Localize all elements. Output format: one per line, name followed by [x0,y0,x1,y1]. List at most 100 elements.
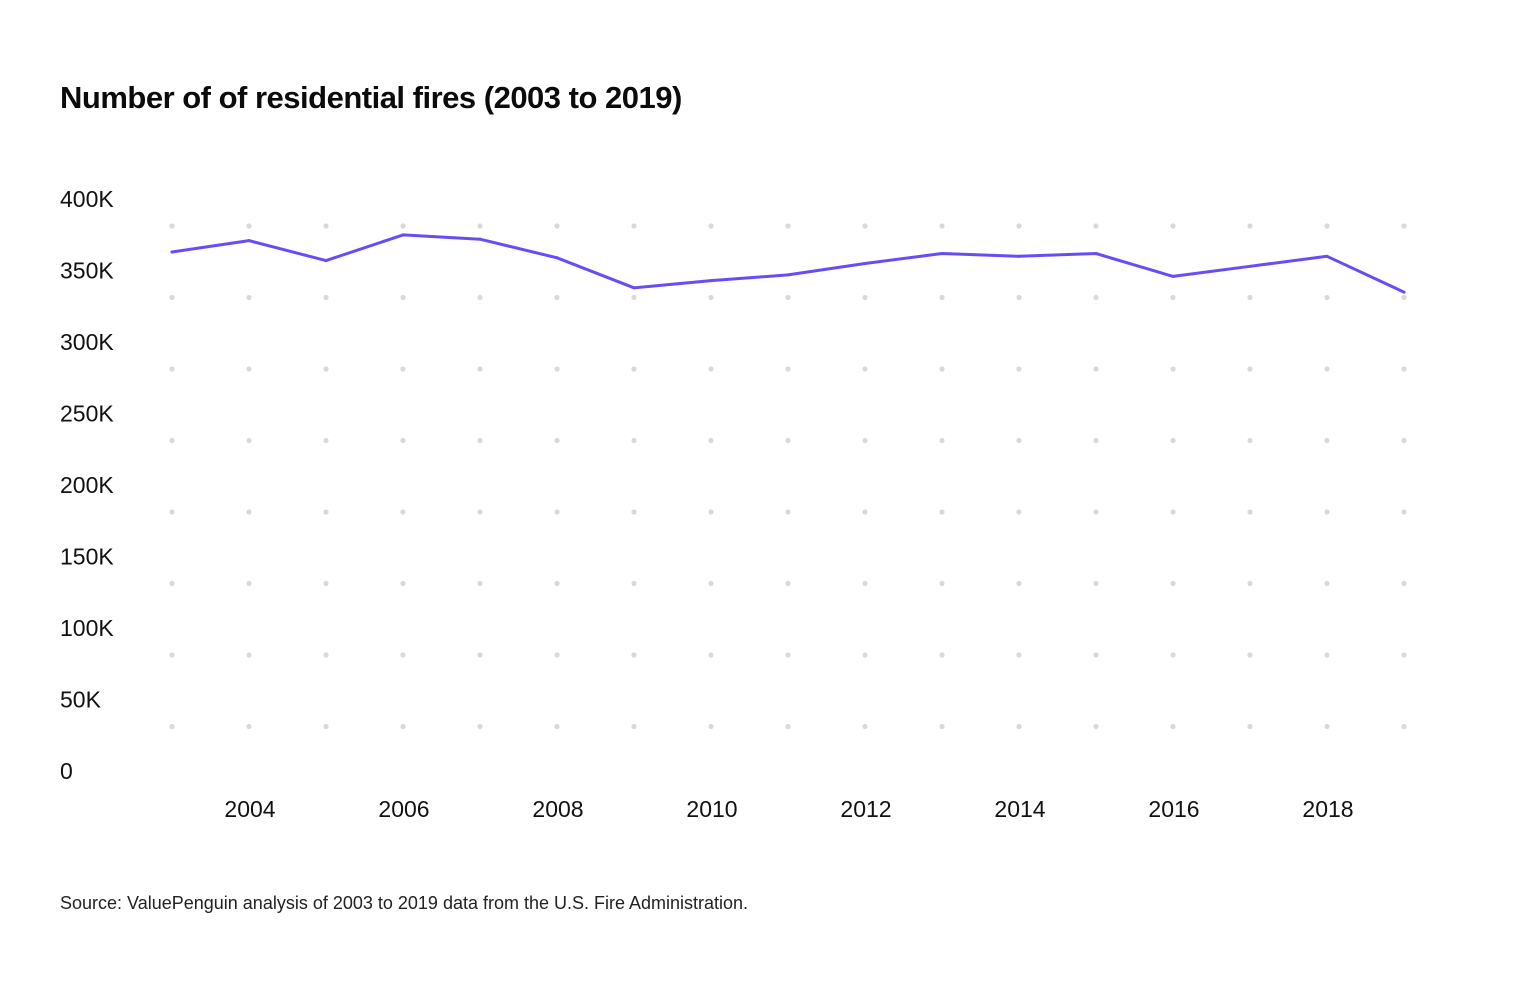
grid-dot [1016,366,1022,372]
grid-dot [477,509,483,515]
data-point [1248,264,1252,268]
data-point [940,251,944,255]
grid-dot [1093,223,1099,229]
grid-dot [1324,294,1330,301]
grid-dot [1247,580,1253,587]
y-tick-label: 400K [60,186,114,212]
grid-dot [1170,366,1176,372]
grid-dot [785,723,791,730]
grid-dot [1170,580,1176,587]
grid-dot [1247,723,1253,730]
grid-dot [554,294,560,301]
grid-dot [1170,437,1176,444]
grid-dot [1093,509,1099,515]
data-point [709,279,713,283]
grid-dot [631,437,637,444]
grid-dot [862,294,868,301]
data-point [324,259,328,263]
grid-dot [477,223,483,229]
grid-dot [246,223,252,229]
grid-dot [1401,580,1407,587]
grid-dot [1093,366,1099,372]
data-point [478,237,482,241]
grid-dot [631,723,637,730]
y-tick-label: 100K [60,615,114,641]
grid-dot [323,294,329,301]
grid-dot [246,509,252,515]
grid-dot [1093,723,1099,730]
grid-dot [400,509,406,515]
grid-dot [169,723,175,730]
grid-dot [631,366,637,372]
data-point [1402,290,1406,294]
grid-dot [323,580,329,587]
grid-dot [477,366,483,372]
grid-dot [554,509,560,515]
grid-dot [1401,652,1407,658]
grid-dot [400,652,406,658]
grid-dot [939,366,945,372]
grid-dot [862,580,868,587]
grid-dot [939,652,945,658]
grid-dot [862,366,868,372]
grid-dot [785,437,791,444]
x-tick-label: 2012 [840,796,891,822]
grid-dot [1401,294,1407,301]
grid-dot [708,294,714,301]
grid-dot [400,294,406,301]
grid-dot [554,723,560,730]
grid-dot [169,223,175,229]
grid-dot [862,223,868,229]
data-point [1094,251,1098,255]
grid-dot [708,366,714,372]
data-point [1325,254,1329,258]
grid-dot [708,223,714,229]
grid-dot [246,652,252,658]
y-tick-label: 0 [60,758,73,784]
grid-dot [1324,509,1330,515]
data-point [1017,254,1021,258]
y-tick-label: 200K [60,472,114,498]
x-tick-label: 2018 [1302,796,1353,822]
grid-dot [169,294,175,301]
grid-dot [862,509,868,515]
grid-dot [708,580,714,587]
grid-dot [1247,509,1253,515]
grid-dot [1401,437,1407,444]
grid-dot [400,580,406,587]
grid-dot [631,652,637,658]
x-axis-tick-labels: 2004 2006 2008 2010 2012 2014 2016 2018 [224,796,1353,822]
grid-dot [554,437,560,444]
grid-dot [939,294,945,301]
grid-dot [477,723,483,730]
grid-dot [1401,223,1407,229]
grid-dot [323,723,329,730]
grid-dot [1016,437,1022,444]
source-note: Source: ValuePenguin analysis of 2003 to… [60,893,749,913]
grid-dot [1093,580,1099,587]
grid-dot [1247,652,1253,658]
series-layer [170,233,1406,294]
y-axis-tick-labels: 0 50K 100K 150K 200K 250K 300K 350K 400K [60,186,114,784]
x-tick-label: 2014 [994,796,1045,822]
grid-dot [554,223,560,229]
x-tick-label: 2016 [1148,796,1199,822]
data-point [632,286,636,290]
grid-dot [1401,366,1407,372]
grid-dot [1016,509,1022,515]
grid-dot [785,294,791,301]
grid-dot [631,223,637,229]
grid-dot [939,437,945,444]
y-tick-label: 150K [60,544,114,570]
data-point [170,250,174,254]
grid-layer [169,223,1407,730]
y-tick-label: 50K [60,687,102,713]
grid-dot [246,723,252,730]
grid-dot [400,223,406,229]
grid-dot [862,652,868,658]
grid-dot [323,223,329,229]
grid-dot [1016,652,1022,658]
grid-dot [554,580,560,587]
y-tick-label: 250K [60,401,114,427]
